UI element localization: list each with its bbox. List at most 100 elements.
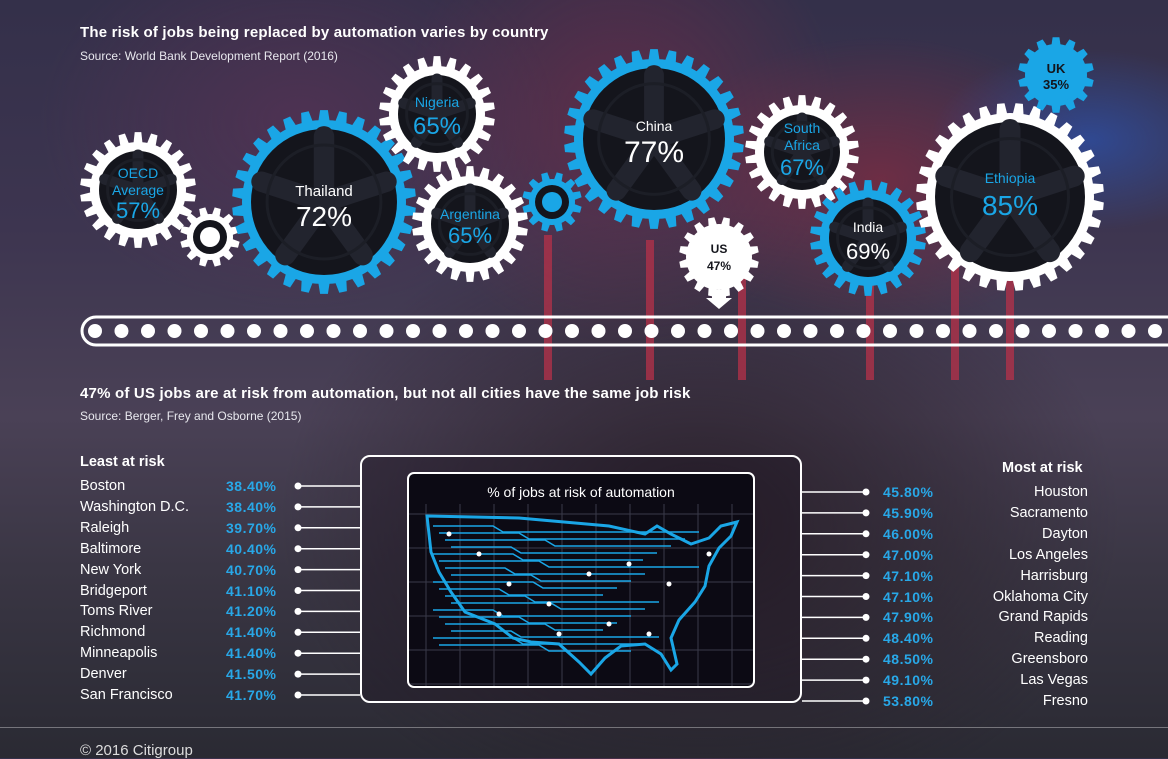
city-risk-percent: 38.40% — [226, 498, 277, 515]
belt-roller — [936, 324, 950, 338]
gear-country-label: US — [711, 242, 728, 256]
belt-roller — [777, 324, 791, 338]
small-gear-core — [200, 227, 220, 247]
city-risk-percent: 45.80% — [883, 484, 934, 500]
background-rod — [1006, 265, 1014, 380]
most-risk-row: 49.10% Las Vegas — [800, 670, 1100, 690]
city-name: Boston — [80, 478, 126, 494]
belt-roller — [750, 324, 765, 338]
chart-source: Source: World Bank Development Report (2… — [80, 49, 338, 63]
least-risk-row: Washington D.C. 38.40% — [0, 497, 360, 517]
least-risk-row: Richmond 41.40% — [0, 622, 360, 642]
map-title: % of jobs at risk of automation — [487, 484, 675, 500]
least-risk-row: Raleigh 39.70% — [0, 518, 360, 538]
city-risk-percent: 46.00% — [883, 525, 934, 542]
footer-divider — [0, 727, 1168, 728]
city-risk-percent: 41.70% — [226, 687, 277, 703]
city-risk-percent: 39.70% — [226, 519, 277, 536]
circuit-trace — [433, 553, 643, 561]
city-name: Harrisburg — [1020, 567, 1088, 584]
circuit-node — [506, 581, 512, 587]
gear-inner-ring — [950, 137, 1070, 257]
circuit-trace — [445, 623, 603, 631]
gear-value-label: 47% — [707, 259, 731, 273]
gear-country-label: Argentina — [440, 206, 500, 222]
city-name: Grand Rapids — [998, 609, 1088, 626]
city-name: Denver — [80, 666, 127, 683]
city-name: Las Vegas — [1020, 672, 1088, 689]
circuit-node — [546, 601, 552, 607]
belt-roller — [565, 324, 579, 338]
circuit-trace — [451, 602, 645, 610]
belt-roller — [432, 324, 447, 338]
gear-inner-ring — [597, 82, 711, 196]
circuit-trace — [439, 532, 685, 540]
gear-value-label: 69% — [846, 239, 890, 264]
circuit-trace — [445, 539, 671, 547]
city-name: Richmond — [80, 624, 146, 641]
belt-roller — [1095, 324, 1109, 338]
gear-india: India 69% — [810, 180, 926, 296]
gear-nigeria: Nigeria 65% — [379, 56, 495, 172]
circuit-trace — [433, 525, 699, 533]
least-risk-row: Baltimore 40.40% — [0, 539, 360, 559]
city-name: Oklahoma City — [992, 588, 1088, 605]
circuit-node — [446, 531, 452, 537]
gear-country-label: South — [784, 120, 821, 136]
belt-roller — [512, 324, 526, 338]
circuit-trace — [451, 630, 659, 638]
belt-roller — [618, 324, 632, 338]
belt-roller — [114, 324, 129, 338]
most-risk-row: 48.50% Greensboro — [800, 649, 1100, 669]
circuit-node — [666, 581, 672, 587]
least-risk-row: San Francisco 41.70% — [0, 685, 360, 705]
gear-country-label: Africa — [784, 137, 820, 153]
city-risk-percent: 41.10% — [226, 582, 277, 599]
belt-roller — [803, 324, 818, 338]
city-risk-percent: 49.10% — [883, 672, 934, 689]
gear-inner-ring — [106, 158, 170, 222]
city-name: Greensboro — [1011, 651, 1088, 668]
city-name: Dayton — [1042, 525, 1088, 542]
city-risk-percent: 47.00% — [883, 546, 934, 563]
most-risk-row: 45.90% Sacramento — [800, 503, 1100, 523]
belt-roller — [326, 324, 341, 338]
gear-ethiopia: Ethiopia 85% — [916, 103, 1104, 291]
background-rod — [646, 240, 654, 380]
city-risk-percent: 47.10% — [883, 588, 934, 605]
gear-inner-ring — [405, 82, 469, 146]
gear-spoke — [935, 165, 1021, 208]
chart-title: The risk of jobs being replaced by autom… — [80, 24, 549, 41]
most-risk-row: 48.40% Reading — [800, 628, 1100, 648]
circuit-trace — [445, 595, 659, 603]
gear-value-label: 77% — [624, 136, 684, 169]
most-risk-row: 47.00% Los Angeles — [800, 545, 1100, 565]
city-name: Fresno — [1042, 693, 1088, 709]
belt-roller — [909, 324, 924, 338]
most-risk-header: Most at risk — [1002, 460, 1083, 476]
least-risk-row: Denver 41.50% — [0, 664, 360, 684]
city-risk-percent: 41.20% — [226, 603, 277, 620]
city-name: Reading — [1033, 630, 1088, 647]
circuit-node — [586, 571, 592, 577]
circuit-trace — [439, 644, 631, 652]
least-risk-row: New York 40.70% — [0, 560, 360, 580]
background-rod — [866, 260, 874, 380]
least-risk-row: Minneapolis 41.40% — [0, 643, 360, 663]
gear-spoke — [606, 129, 664, 201]
gear-inner-ring — [770, 120, 834, 184]
circuit-node — [476, 551, 482, 557]
gear-china: China 77% — [564, 49, 744, 229]
belt-roller — [1148, 324, 1162, 338]
gear-spoke — [959, 186, 1021, 263]
belt-outline — [80, 315, 1168, 347]
gear-spoke — [644, 129, 702, 201]
belt-roller — [379, 324, 394, 338]
most-risk-row: 46.00% Dayton — [800, 524, 1100, 544]
city-name: New York — [80, 561, 142, 578]
most-risk-row: 45.80% Houston — [800, 482, 1100, 502]
least-risk-row: Bridgeport 41.10% — [0, 581, 360, 601]
